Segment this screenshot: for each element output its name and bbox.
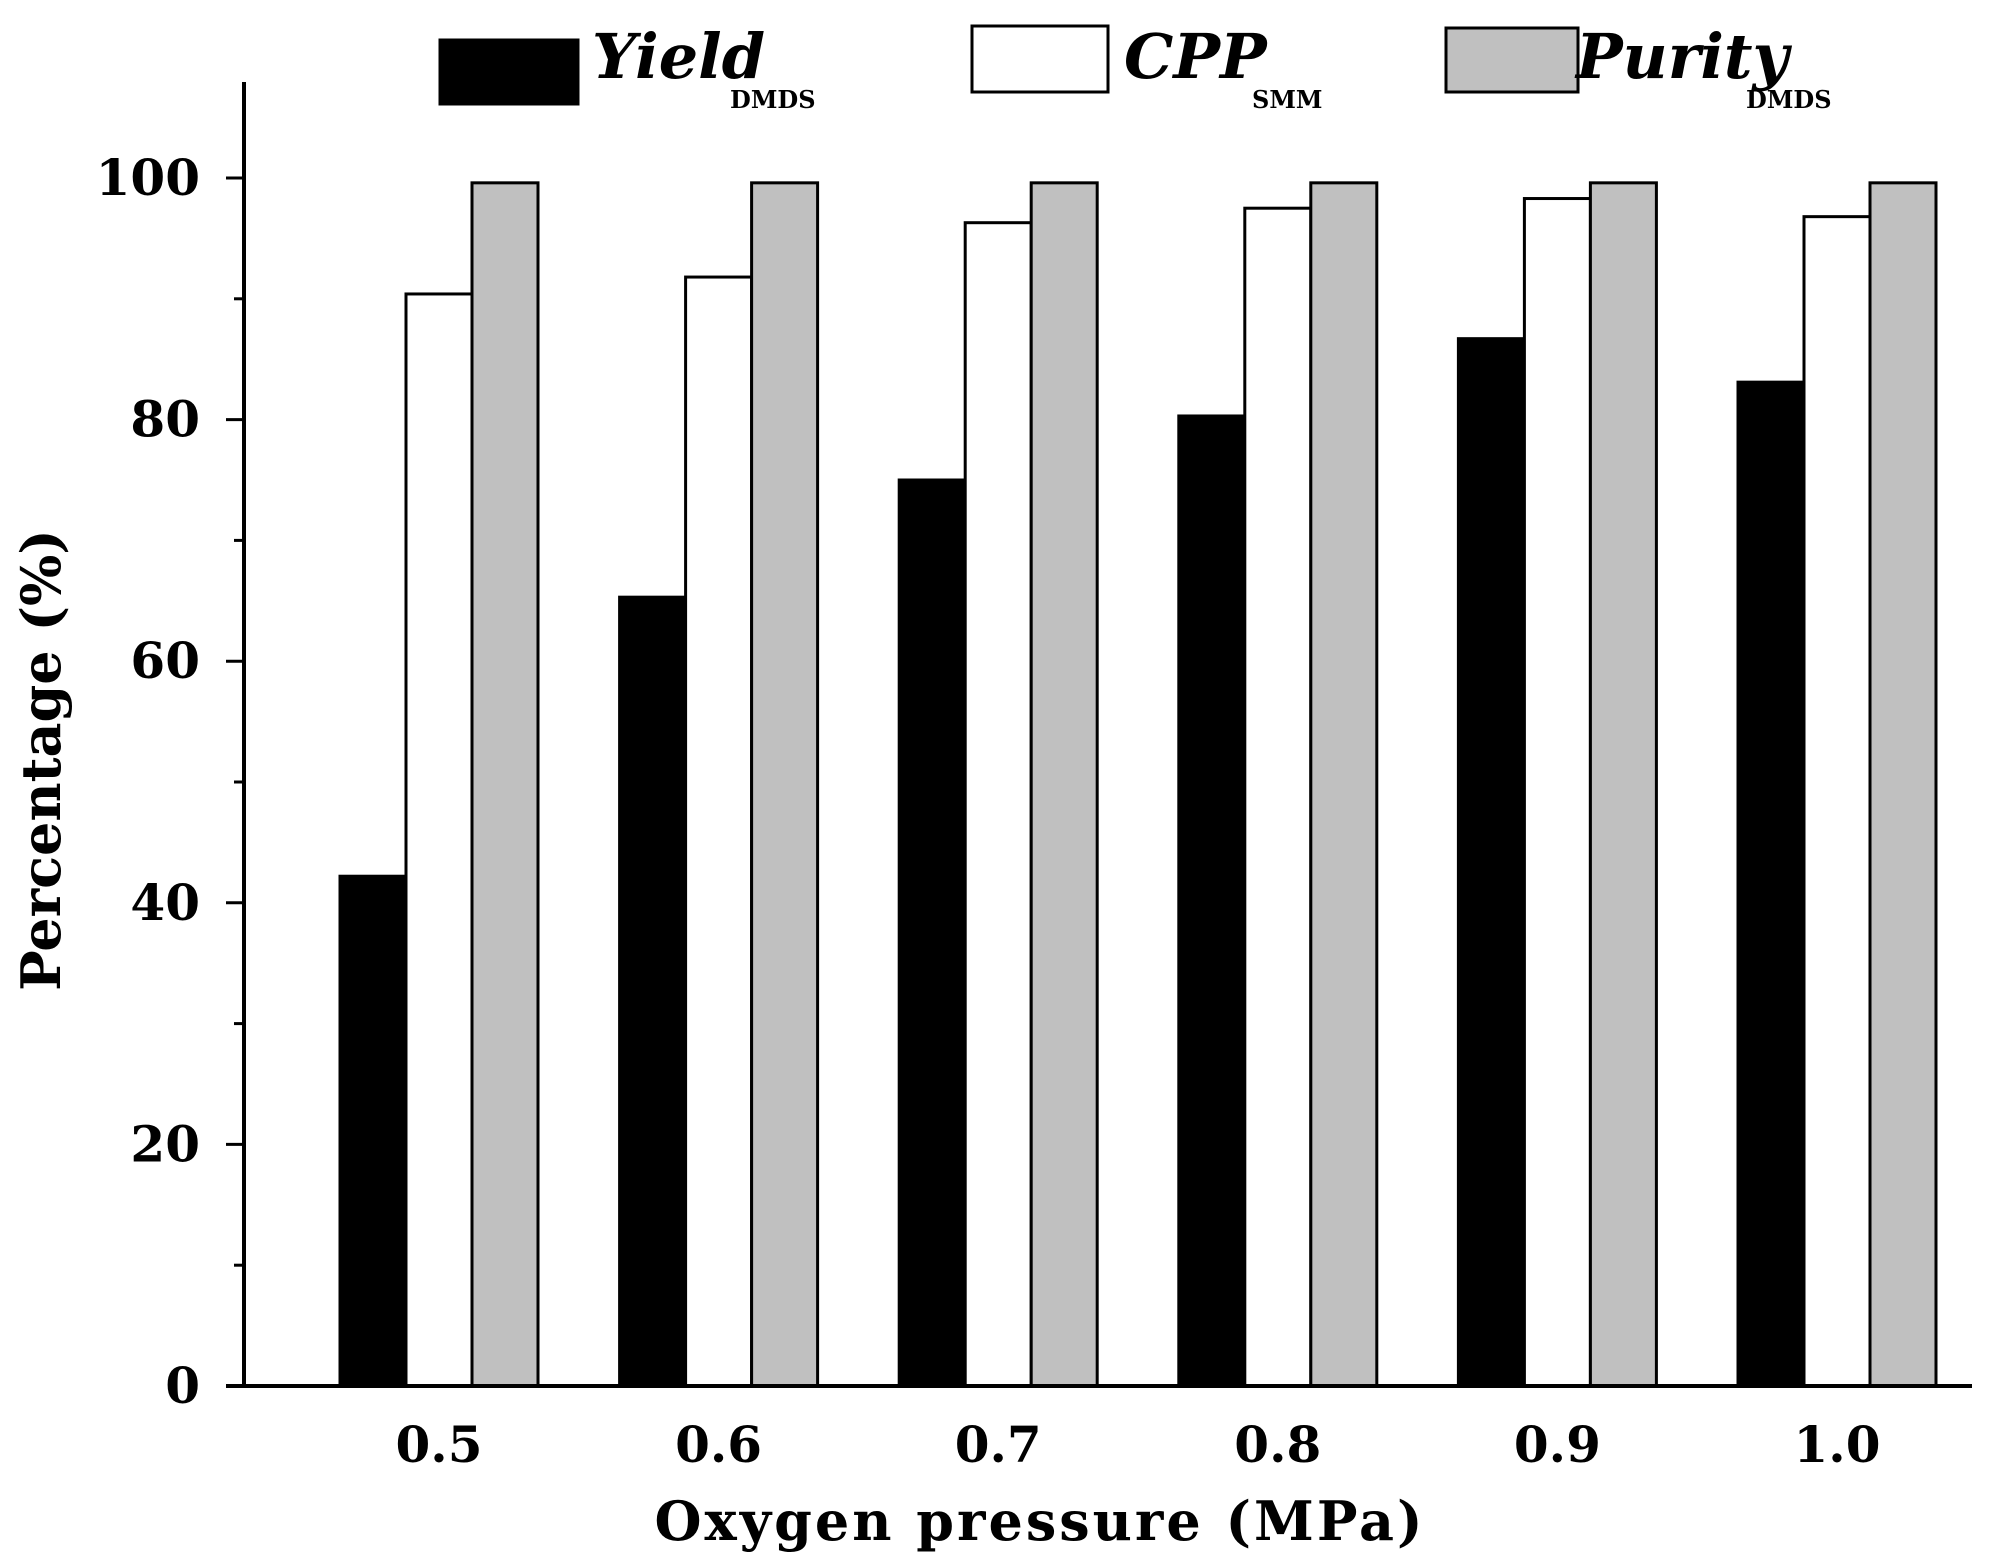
- bar-purity-0.7: [1029, 181, 1099, 1388]
- y-tick-label: 20: [130, 1114, 200, 1173]
- x-tick-label: 0.5: [396, 1415, 483, 1474]
- y-axis-title: Percentage (%): [9, 529, 73, 991]
- bar-yield-0.9: [1456, 337, 1526, 1388]
- x-ticks: 0.5 0.6 0.7 0.8 0.9 1.0: [396, 1415, 1881, 1474]
- bar-purity-0.6: [750, 181, 820, 1388]
- bar-yield-0.8: [1177, 414, 1247, 1388]
- bar-yield-1.0: [1736, 380, 1806, 1388]
- x-tick-label: 0.9: [1514, 1415, 1601, 1474]
- x-tick-label: 0.6: [675, 1415, 762, 1474]
- y-tick-label: 0: [165, 1356, 200, 1415]
- bar-yield-0.7: [897, 478, 967, 1388]
- x-axis-title: Oxygen pressure (MPa): [654, 1489, 1425, 1553]
- y-tick-label: 80: [130, 390, 200, 449]
- bar-cpp-1.0: [1802, 215, 1872, 1388]
- legend-label: Yield: [592, 20, 765, 93]
- bar-groups: [338, 181, 1938, 1388]
- bar-cpp-0.9: [1522, 197, 1592, 1388]
- legend-label: CPP: [1124, 20, 1269, 93]
- legend-label: Purity: [1574, 20, 1793, 93]
- legend-swatch: [438, 38, 580, 106]
- x-tick-label: 1.0: [1794, 1415, 1881, 1474]
- x-tick-label: 0.7: [955, 1415, 1042, 1474]
- bar-purity-0.9: [1588, 181, 1658, 1388]
- y-tick-label: 60: [130, 631, 200, 690]
- y-ticks: 0 20 40 60 80 100: [96, 148, 244, 1415]
- legend-subscript: SMM: [1252, 85, 1322, 114]
- y-tick-label: 40: [130, 873, 200, 932]
- bar-purity-1.0: [1868, 181, 1938, 1388]
- legend-subscript: DMDS: [730, 85, 816, 114]
- bar-cpp-0.5: [404, 292, 474, 1388]
- legend-swatch: [1444, 26, 1580, 94]
- bar-cpp-0.8: [1243, 206, 1313, 1388]
- bar-cpp-0.7: [963, 221, 1033, 1388]
- bar-yield-0.5: [338, 874, 408, 1388]
- bar-cpp-0.6: [684, 275, 754, 1388]
- legend-subscript: DMDS: [1746, 85, 1832, 114]
- bar-yield-0.6: [618, 595, 688, 1388]
- y-tick-label: 100: [96, 148, 200, 207]
- bar-purity-0.5: [470, 181, 540, 1388]
- x-tick-label: 0.8: [1234, 1415, 1321, 1474]
- legend-swatch: [970, 24, 1110, 94]
- bar-purity-0.8: [1309, 181, 1379, 1388]
